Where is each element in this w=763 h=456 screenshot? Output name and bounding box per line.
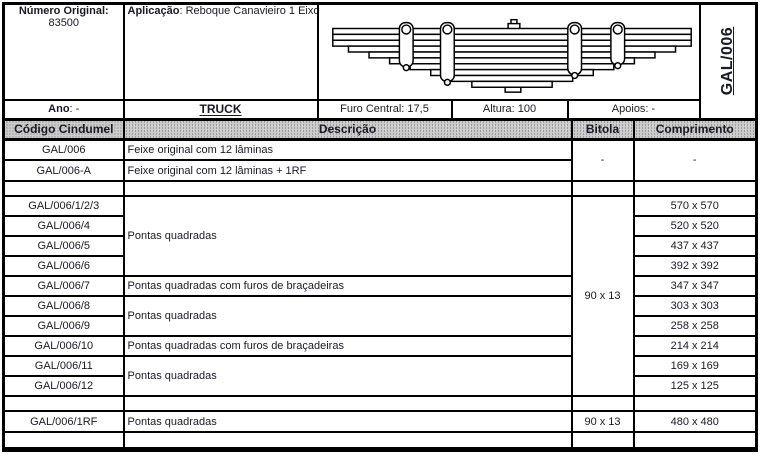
header-bitola: Bitola [570, 117, 635, 141]
ano-value: : - [69, 103, 80, 116]
comprimento-cell: 480 x 480 [632, 410, 758, 433]
descricao-cell: Pontas quadradas com furos de braçadeira… [122, 335, 573, 357]
numero-original-value: 83500 [48, 17, 80, 29]
empty-cell [2, 180, 125, 197]
table-row: GAL/006/11 Pontas quadradas 169 x 169 [2, 355, 758, 397]
empty-cell [2, 431, 125, 450]
ano-cell: Ano: - [2, 99, 125, 120]
furo-central-cell: Furo Central: 17,5 [316, 99, 453, 120]
empty-cell [570, 431, 635, 450]
apoios-cell: Apoios: - [566, 99, 701, 120]
codigo-cell: GAL/006/12 [2, 375, 125, 397]
table-row: GAL/006/5 437 x 437 [2, 235, 758, 257]
empty-cell [122, 180, 573, 197]
bitola-cell: 90 x 13 [570, 195, 635, 397]
codigo-cell: GAL/006/1RF [2, 410, 125, 433]
numero-original-label: Número Original: [18, 5, 109, 17]
aplicacao-label: Aplicação [127, 5, 180, 17]
descricao-cell: Feixe original com 12 lâminas [122, 138, 573, 161]
truck-cell: TRUCK [122, 99, 319, 120]
empty-cell [2, 395, 125, 412]
header-comprimento: Comprimento [632, 117, 758, 141]
table-row: GAL/006/6 392 x 392 [2, 255, 758, 277]
empty-cell [632, 180, 758, 197]
codigo-cell: GAL/006/8 [2, 295, 125, 317]
descricao-cell: Pontas quadradas [122, 355, 573, 397]
codigo-cell: GAL/006/11 [2, 355, 125, 377]
header-descricao: Descrição [122, 117, 573, 141]
comprimento-cell: 303 x 303 [632, 295, 758, 317]
codigo-cell: GAL/006/9 [2, 315, 125, 337]
descricao-cell: Pontas quadradas [122, 195, 573, 277]
comprimento-cell: 214 x 214 [632, 335, 758, 357]
table-row: GAL/006/7 Pontas quadradas com furos de … [2, 275, 758, 297]
empty-cell [632, 395, 758, 412]
table-row: GAL/006/10 Pontas quadradas com furos de… [2, 335, 758, 357]
table-row: GAL/006/4 520 x 520 [2, 215, 758, 237]
comprimento-cell: 570 x 570 [632, 195, 758, 217]
codigo-cell: GAL/006 [2, 138, 125, 161]
empty-cell [570, 180, 635, 197]
comprimento-cell: 125 x 125 [632, 375, 758, 397]
table-header-row: Código Cindumel Descrição Bitola Comprim… [2, 117, 758, 141]
comprimento-cell: 258 x 258 [632, 315, 758, 337]
codigo-cell: GAL/006/1/2/3 [2, 195, 125, 217]
empty-cell [122, 395, 573, 412]
comprimento-cell: 347 x 347 [632, 275, 758, 297]
table-row: GAL/006/12 125 x 125 [2, 375, 758, 397]
bitola-cell: - [570, 138, 635, 182]
table-row: GAL/006/8 Pontas quadradas 303 x 303 [2, 295, 758, 337]
comprimento-cell: 437 x 437 [632, 235, 758, 257]
leaf-spring-diagram-cell [316, 2, 701, 101]
top-info-row: Número Original: 83500 Aplicação: Reboqu… [2, 2, 758, 120]
spacer-row [2, 395, 758, 412]
aplicacao-value: : Reboque Canavieiro 1 Eixo [179, 5, 318, 17]
part-code-tab: GAL/006 [698, 2, 758, 120]
numero-original-cell: Número Original: 83500 [2, 2, 125, 101]
spacer-row [2, 180, 758, 197]
descricao-cell: Pontas quadradas [122, 410, 573, 433]
table-row: GAL/006/1/2/3 Pontas quadradas 90 x 13 5… [2, 195, 758, 397]
codigo-cell: GAL/006/6 [2, 255, 125, 277]
codigo-cell: GAL/006/10 [2, 335, 125, 357]
aplicacao-cell: Aplicação: Reboque Canavieiro 1 Eixo [122, 2, 319, 101]
comprimento-cell: 169 x 169 [632, 355, 758, 377]
table-row: GAL/006-A Feixe original com 12 lâminas … [2, 159, 757, 182]
empty-cell [632, 431, 758, 450]
descricao-cell: Feixe original com 12 lâminas + 1RF [122, 159, 573, 182]
codigo-cell: GAL/006/7 [2, 275, 125, 297]
codigo-cell: GAL/006-A [2, 159, 125, 182]
truck-label: TRUCK [199, 102, 242, 117]
bitola-cell: 90 x 13 [570, 410, 635, 433]
header-codigo: Código Cindumel [2, 117, 125, 141]
ano-label: Ano [48, 103, 70, 116]
codigo-cell: GAL/006/5 [2, 235, 125, 257]
descricao-cell: Pontas quadradas com furos de braçadeira… [122, 275, 573, 297]
comprimento-cell: - [632, 138, 758, 182]
table-row: GAL/006 Feixe original com 12 lâminas - … [2, 138, 758, 182]
comprimento-cell: 520 x 520 [632, 215, 758, 237]
table-row: GAL/006/9 258 x 258 [2, 315, 758, 337]
spacer-row [2, 431, 758, 450]
empty-cell [122, 431, 573, 450]
comprimento-cell: 392 x 392 [632, 255, 758, 277]
descricao-cell: Pontas quadradas [122, 295, 573, 337]
table-row: GAL/006/1RF Pontas quadradas 90 x 13 480… [2, 410, 758, 433]
top-specs-row: Ano: - TRUCK Furo Central: 17,5 Altura: … [2, 99, 757, 120]
spec-table: Número Original: 83500 Aplicação: Reboqu… [2, 2, 759, 452]
empty-cell [570, 395, 635, 412]
leaf-spring-diagram [331, 18, 692, 93]
codigo-cell: GAL/006/4 [2, 215, 125, 237]
altura-cell: Altura: 100 [450, 99, 569, 120]
part-code-vertical-label: GAL/006 [718, 27, 736, 96]
